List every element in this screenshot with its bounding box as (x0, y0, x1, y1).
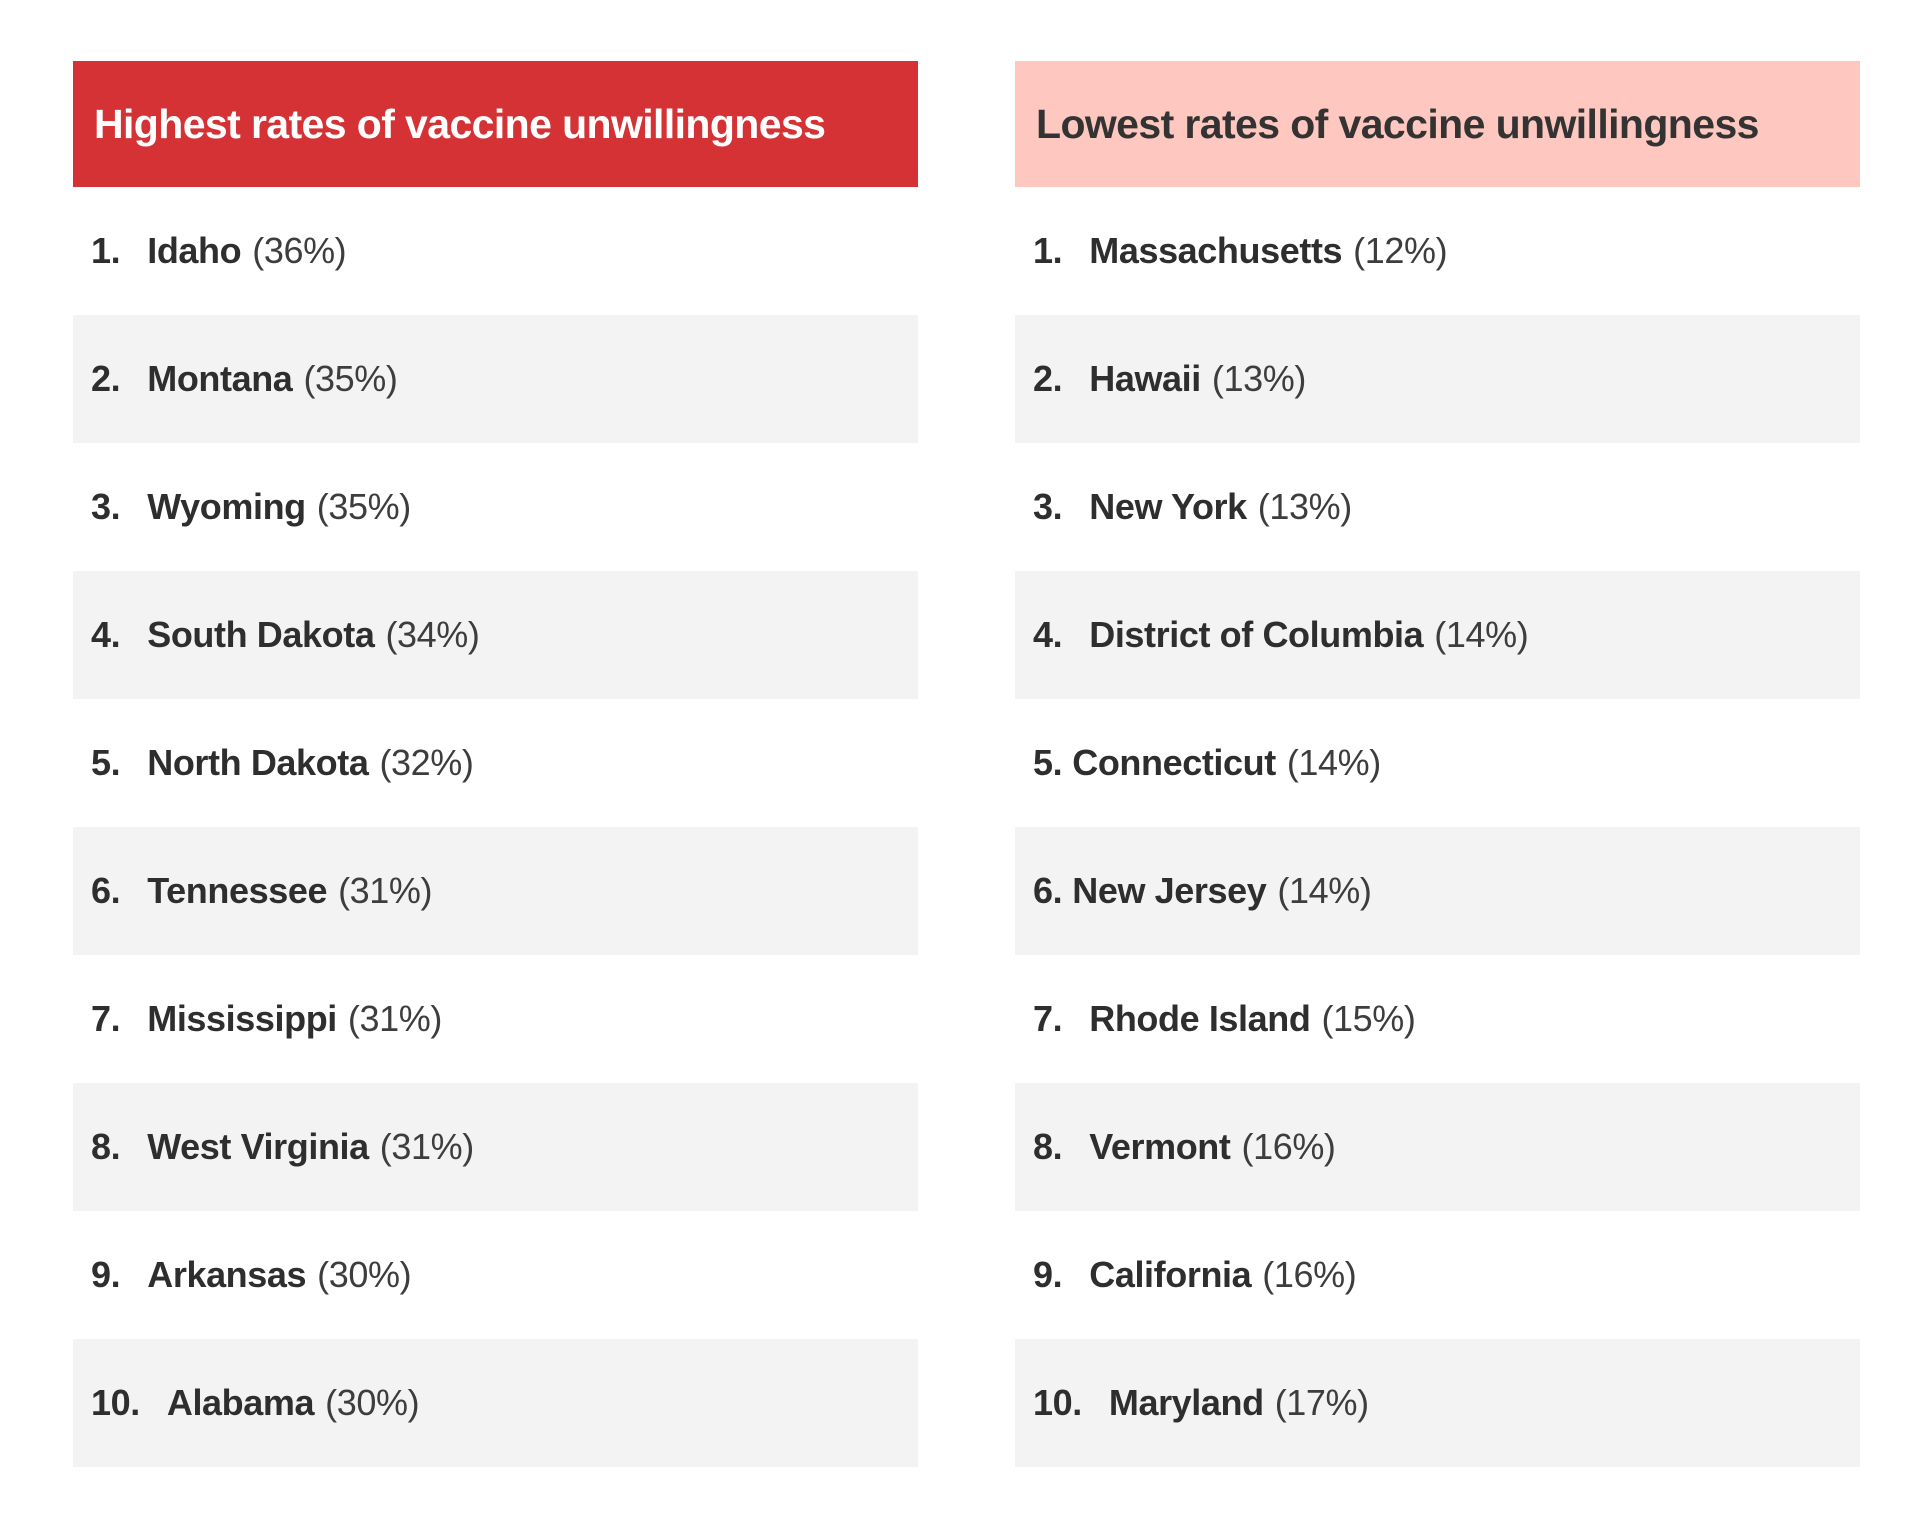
percentage-value: (14%) (1277, 870, 1372, 911)
state-name: West Virginia (147, 1126, 369, 1167)
state-name: North Dakota (147, 742, 369, 783)
rank-label: 2. (1033, 358, 1063, 399)
state-name: Idaho (147, 230, 242, 271)
list-item: 9. California (16%) (1015, 1211, 1860, 1339)
percentage-value: (13%) (1211, 358, 1306, 399)
list-item: 5. Connecticut (14%) (1015, 699, 1860, 827)
rank-label: 3. (91, 486, 121, 527)
rank-label: 9. (91, 1254, 121, 1295)
rank-label: 8. (91, 1126, 121, 1167)
list-item: 8. West Virginia (31%) (73, 1083, 918, 1211)
list-item: 10. Maryland (17%) (1015, 1339, 1860, 1467)
rank-label: 3. (1033, 486, 1063, 527)
lowest-header-title: Lowest rates of vaccine unwillingness (1036, 100, 1759, 147)
list-item: 9. Arkansas (30%) (73, 1211, 918, 1339)
state-name: California (1089, 1254, 1252, 1295)
percentage-value: (35%) (303, 358, 398, 399)
percentage-value: (31%) (347, 998, 442, 1039)
list-item: 7. Rhode Island (15%) (1015, 955, 1860, 1083)
list-item: 3. New York (13%) (1015, 443, 1860, 571)
list-item: 6. Tennessee (31%) (73, 827, 918, 955)
state-name: District of Columbia (1089, 614, 1424, 655)
percentage-value: (30%) (317, 1254, 412, 1295)
percentage-value: (15%) (1321, 998, 1416, 1039)
highest-header: Highest rates of vaccine unwillingness (73, 61, 918, 187)
state-name: Hawaii (1089, 358, 1201, 399)
list-item: 6. New Jersey (14%) (1015, 827, 1860, 955)
percentage-value: (30%) (325, 1382, 420, 1423)
rank-label: 10. (91, 1382, 140, 1423)
highest-rows: 1. Idaho (36%) 2. Montana (35%) 3. Wyomi… (73, 187, 918, 1467)
state-name: Connecticut (1072, 742, 1276, 783)
state-name: Arkansas (147, 1254, 307, 1295)
state-name: New Jersey (1072, 870, 1267, 911)
state-name: Massachusetts (1089, 230, 1343, 271)
lowest-header: Lowest rates of vaccine unwillingness (1015, 61, 1860, 187)
list-item: 1. Idaho (36%) (73, 187, 918, 315)
rank-label: 1. (91, 230, 121, 271)
state-name: Montana (147, 358, 293, 399)
rank-label: 7. (1033, 998, 1063, 1039)
percentage-value: (14%) (1434, 614, 1529, 655)
column-lowest: Lowest rates of vaccine unwillingness 1.… (1015, 61, 1860, 1467)
list-item: 2. Hawaii (13%) (1015, 315, 1860, 443)
percentage-value: (35%) (316, 486, 411, 527)
rank-label: 1. (1033, 230, 1063, 271)
rank-label: 8. (1033, 1126, 1063, 1167)
state-name: New York (1089, 486, 1247, 527)
list-item: 8. Vermont (16%) (1015, 1083, 1860, 1211)
state-name: South Dakota (147, 614, 375, 655)
list-item: 2. Montana (35%) (73, 315, 918, 443)
state-name: Vermont (1089, 1126, 1231, 1167)
rank-label: 5. (1033, 742, 1063, 783)
state-name: Tennessee (147, 870, 328, 911)
rank-label: 6. (91, 870, 121, 911)
list-item: 4. District of Columbia (14%) (1015, 571, 1860, 699)
percentage-value: (12%) (1353, 230, 1448, 271)
percentage-value: (14%) (1286, 742, 1381, 783)
rank-label: 5. (91, 742, 121, 783)
rank-label: 6. (1033, 870, 1063, 911)
percentage-value: (36%) (252, 230, 347, 271)
rank-label: 9. (1033, 1254, 1063, 1295)
percentage-value: (32%) (379, 742, 474, 783)
percentage-value: (31%) (379, 1126, 474, 1167)
list-item: 5. North Dakota (32%) (73, 699, 918, 827)
state-name: Rhode Island (1089, 998, 1311, 1039)
column-highest: Highest rates of vaccine unwillingness 1… (73, 61, 918, 1467)
rank-label: 4. (1033, 614, 1063, 655)
rank-label: 2. (91, 358, 121, 399)
rank-label: 10. (1033, 1382, 1082, 1423)
percentage-value: (16%) (1241, 1126, 1336, 1167)
state-name: Mississippi (147, 998, 337, 1039)
percentage-value: (31%) (338, 870, 433, 911)
state-name: Maryland (1108, 1382, 1264, 1423)
percentage-value: (34%) (385, 614, 480, 655)
rank-label: 7. (91, 998, 121, 1039)
percentage-value: (16%) (1262, 1254, 1357, 1295)
percentage-value: (17%) (1274, 1382, 1369, 1423)
list-item: 7. Mississippi (31%) (73, 955, 918, 1083)
state-name: Wyoming (147, 486, 306, 527)
state-name: Alabama (166, 1382, 315, 1423)
lowest-rows: 1. Massachusetts (12%) 2. Hawaii (13%) 3… (1015, 187, 1860, 1467)
list-item: 1. Massachusetts (12%) (1015, 187, 1860, 315)
list-item: 10. Alabama (30%) (73, 1339, 918, 1467)
list-item: 3. Wyoming (35%) (73, 443, 918, 571)
percentage-value: (13%) (1257, 486, 1352, 527)
list-item: 4. South Dakota (34%) (73, 571, 918, 699)
highest-header-title: Highest rates of vaccine unwillingness (94, 100, 826, 147)
rank-label: 4. (91, 614, 121, 655)
